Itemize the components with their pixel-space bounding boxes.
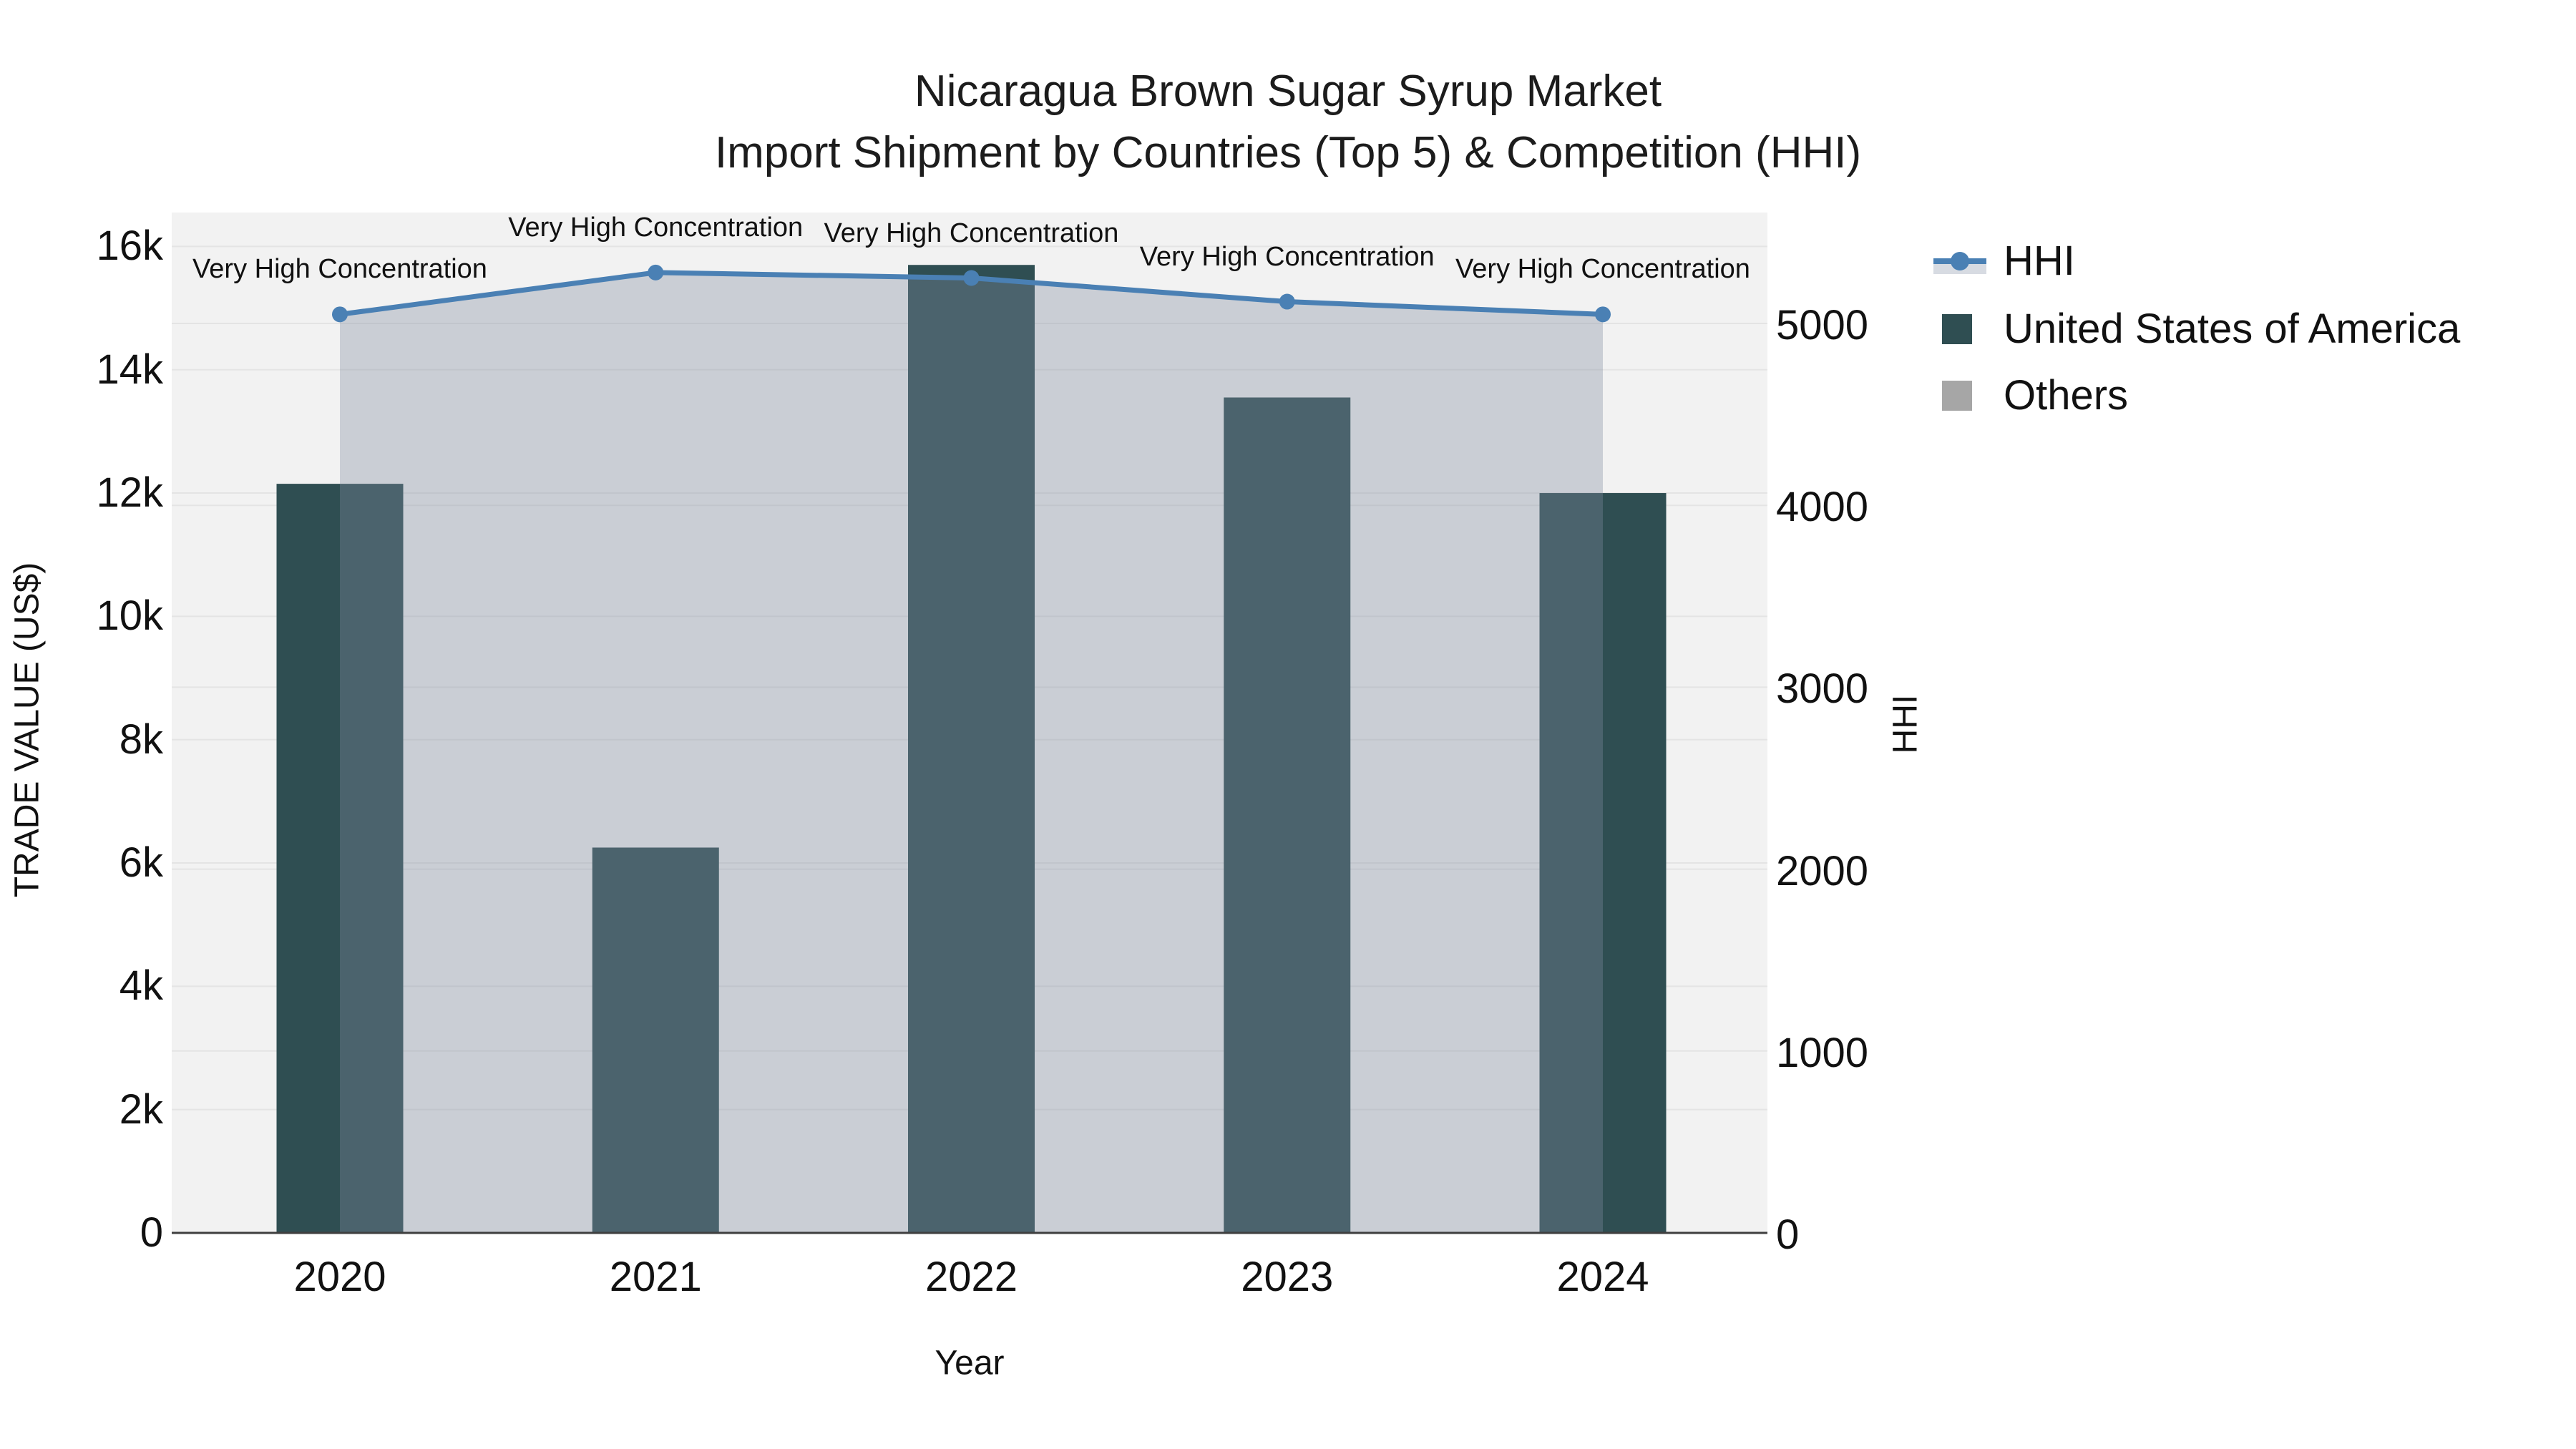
legend-item-hhi[interactable]: HHI (1932, 237, 2075, 286)
others-swatch-icon (1932, 371, 1988, 420)
legend-label-others: Others (2004, 372, 2129, 419)
y-right-tick-3000: 3000 (1776, 665, 1869, 713)
annotation-2024: Very High Concentration (1455, 254, 1750, 285)
chart-subtitle: Import Shipment by Countries (Top 5) & C… (714, 128, 1862, 177)
hhi-fill-area (340, 272, 1603, 1234)
x-tick-2024: 2024 (1556, 1254, 1649, 1300)
y-right-tick-1000: 1000 (1776, 1029, 1869, 1076)
x-axis-title: Year (935, 1344, 1005, 1382)
annotation-2020: Very High Concentration (192, 254, 487, 285)
y-right-tick-0: 0 (1776, 1211, 1800, 1258)
hhi-marker-2024 (1595, 306, 1611, 323)
x-tick-2020: 2020 (293, 1254, 386, 1300)
bar-united-states-of-america-2023 (1224, 397, 1351, 1233)
legend-item-usa[interactable]: United States of America (1932, 305, 2460, 353)
y-left-tick-2k: 2k (119, 1085, 163, 1133)
y-left-tick-12k: 12k (96, 469, 163, 517)
y-left-tick-6k: 6k (119, 839, 163, 887)
bar-united-states-of-america-2020 (276, 484, 404, 1233)
hhi-marker-2022 (963, 270, 980, 286)
usa-swatch-icon (1932, 305, 1988, 353)
bar-united-states-of-america-2022 (908, 265, 1035, 1234)
y-left-tick-10k: 10k (96, 592, 163, 640)
annotation-2021: Very High Concentration (508, 212, 804, 243)
y-left-tick-0: 0 (140, 1209, 163, 1256)
hhi-marker-2020 (332, 306, 348, 323)
y-left-tick-16k: 16k (96, 223, 163, 270)
legend-item-others[interactable]: Others (1932, 371, 2128, 420)
bar-united-states-of-america-2024 (1539, 493, 1667, 1234)
bar-united-states-of-america-2021 (592, 847, 719, 1233)
legend-label-usa: United States of America (2004, 306, 2461, 352)
hhi-marker-2023 (1279, 293, 1295, 310)
y-right-tick-2000: 2000 (1776, 847, 1869, 894)
x-tick-2021: 2021 (609, 1254, 702, 1300)
y-left-tick-8k: 8k (119, 716, 163, 763)
annotation-2023: Very High Concentration (1139, 241, 1435, 272)
annotation-2022: Very High Concentration (824, 218, 1119, 248)
legend-label-hhi: HHI (2004, 238, 2075, 284)
y-left-tick-14k: 14k (96, 346, 163, 393)
x-tick-2023: 2023 (1241, 1254, 1334, 1300)
hhi-line-icon (1932, 237, 1988, 286)
y-right-tick-5000: 5000 (1776, 302, 1869, 349)
y-left-tick-4k: 4k (119, 962, 163, 1010)
hhi-marker-2021 (648, 264, 664, 280)
chart-title: Nicaragua Brown Sugar Syrup Market (914, 67, 1662, 116)
y-right-tick-4000: 4000 (1776, 484, 1869, 531)
x-tick-2022: 2022 (924, 1254, 1018, 1300)
